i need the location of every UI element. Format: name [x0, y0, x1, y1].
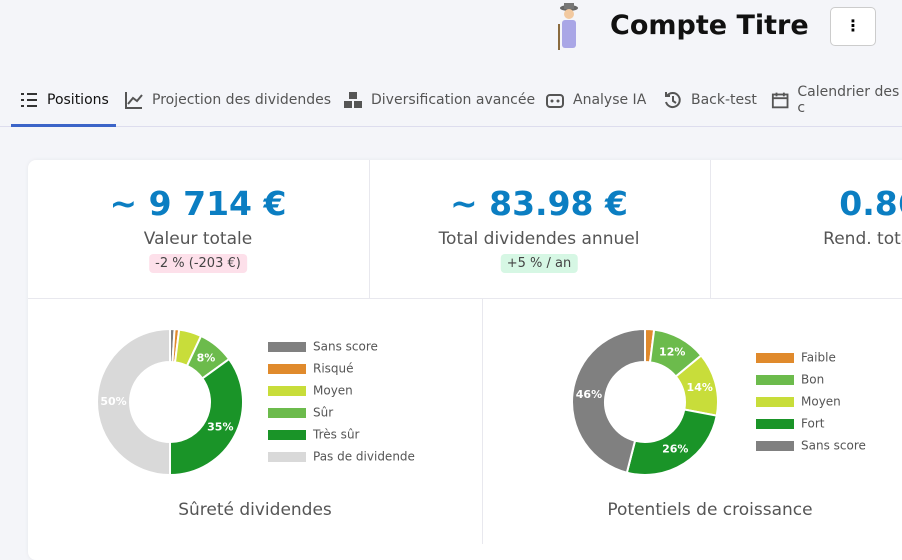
legend-label: Pas de dividende: [313, 450, 415, 464]
legend-swatch: [268, 386, 306, 396]
tab-label: Diversification avancée: [371, 92, 536, 108]
stat-label: Total dividendes annuel: [438, 229, 640, 249]
slice-label: 14%: [687, 381, 713, 394]
stat-badge: -2 % (-203 €): [149, 254, 247, 273]
avatar-icon: [558, 3, 578, 50]
page-title: Compte Titre: [610, 10, 809, 41]
stat-value: 0.86: [839, 184, 902, 223]
donut-slice: [169, 357, 244, 477]
legend-swatch: [268, 430, 306, 440]
tab-border: [0, 126, 902, 127]
legend-label: Risqué: [313, 362, 354, 376]
tab[interactable]: Calendrier des c: [771, 84, 902, 116]
tab[interactable]: Diversification avancée: [343, 90, 535, 110]
legend-label: Sûr: [313, 406, 333, 420]
legend-label: Fort: [801, 417, 825, 431]
stat-value: ~ 9 714 €: [109, 184, 287, 223]
legend-label: Bon: [801, 373, 824, 387]
tab-label: Analyse IA: [573, 92, 647, 108]
divider: [482, 299, 483, 544]
legend-swatch: [268, 452, 306, 462]
legend-label: Moyen: [801, 395, 841, 409]
tab-label: Projection des dividendes: [152, 92, 332, 108]
legend-label: Sans score: [313, 340, 378, 354]
legend-label: Moyen: [313, 384, 353, 398]
tab[interactable]: Projection des dividendes: [124, 90, 331, 110]
legend-label: Très sûr: [312, 428, 360, 442]
charts: 8% 35% 50% Sans score Risqué Moyen Sûr Très sûr…: [96, 327, 866, 520]
slice-label: 46%: [576, 388, 602, 401]
tab[interactable]: Positions: [19, 90, 109, 110]
tab-underline: [11, 124, 116, 127]
stat-label: Rend. total di: [823, 229, 902, 249]
legend-swatch: [756, 419, 794, 429]
legend-swatch: [756, 375, 794, 385]
tab-label: Calendrier des c: [797, 84, 900, 116]
stat-label: Valeur totale: [143, 229, 253, 249]
stat-value: ~ 83.98 €: [450, 184, 628, 223]
tab-icon: [771, 92, 789, 109]
tab-label: Positions: [47, 92, 109, 108]
stat-badge: +5 % / an: [500, 254, 578, 273]
page: Compte Titre ⋮ Positions Projection des …: [0, 3, 902, 560]
menu-button[interactable]: ⋮: [830, 7, 876, 46]
slice-label: 26%: [662, 443, 688, 456]
tab-icon: [665, 92, 681, 109]
slice-label: 50%: [100, 395, 126, 408]
slice-label: 8%: [197, 351, 216, 364]
tab[interactable]: Back-test: [663, 90, 757, 110]
tab-icon: [546, 94, 564, 108]
tab-icon: [344, 92, 362, 108]
divider: [710, 160, 711, 298]
legend-swatch: [268, 342, 306, 352]
donut-slice: [96, 327, 171, 477]
legend-swatch: [756, 353, 794, 363]
slice-label: 12%: [659, 345, 685, 358]
divider: [369, 160, 370, 298]
divider: [28, 298, 902, 299]
legend-swatch: [756, 441, 794, 451]
legend-swatch: [268, 408, 306, 418]
tab[interactable]: Analyse IA: [545, 90, 646, 110]
legend-swatch: [756, 397, 794, 407]
tab-icon: [21, 93, 37, 107]
tab-label: Back-test: [691, 92, 757, 108]
legend-swatch: [268, 364, 306, 374]
chart-title: Potentiels de croissance: [607, 500, 812, 520]
legend-label: Sans score: [801, 439, 866, 453]
slice-label: 35%: [207, 421, 233, 434]
chart-title: Sûreté dividendes: [178, 500, 332, 520]
legend-label: Faible: [801, 351, 836, 365]
donut-slice: [571, 327, 646, 474]
tab-icon: [125, 92, 143, 109]
